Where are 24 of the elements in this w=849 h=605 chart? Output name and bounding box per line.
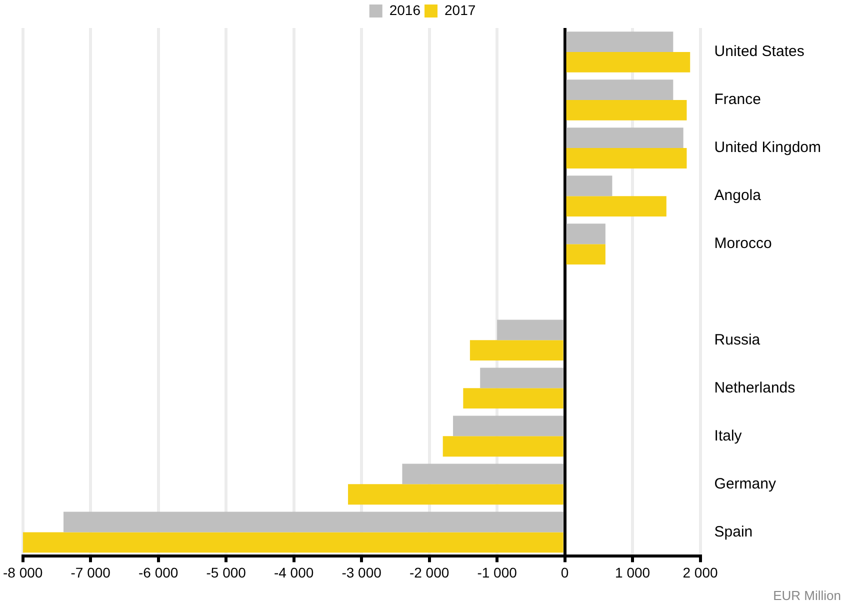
x-tick-label: 0 bbox=[560, 564, 569, 580]
x-tick-label: -1 000 bbox=[477, 564, 518, 580]
x-tick-label: -2 000 bbox=[409, 564, 450, 580]
x-tick-label: 1 000 bbox=[615, 564, 650, 580]
x-tick-label: -6 000 bbox=[138, 564, 178, 580]
y-tick-label: France bbox=[714, 91, 761, 108]
x-tick-label: -3 000 bbox=[342, 564, 382, 580]
y-tick-label: Italy bbox=[714, 427, 742, 444]
y-tick-label: Netherlands bbox=[714, 379, 796, 396]
y-tick-label: Germany bbox=[714, 475, 776, 492]
x-tick-label: -7 000 bbox=[70, 564, 111, 580]
legend-label: 2016 bbox=[389, 2, 421, 18]
y-tick-label: Angola bbox=[714, 187, 762, 204]
y-tick-label: Spain bbox=[714, 523, 753, 540]
x-tick-label: 2 000 bbox=[682, 564, 718, 580]
y-tick-label: United Kingdom bbox=[714, 139, 822, 156]
x-tick-label: -4 000 bbox=[274, 564, 314, 580]
y-tick-label: Russia bbox=[714, 331, 761, 348]
x-tick-label: -5 000 bbox=[206, 564, 246, 580]
text: EUR Million bbox=[773, 588, 841, 603]
y-tick-label: Morocco bbox=[714, 235, 772, 252]
legend-label: 2017 bbox=[444, 2, 476, 18]
x-tick-label: -8 000 bbox=[2, 564, 43, 580]
y-tick-label: United States bbox=[714, 43, 804, 60]
